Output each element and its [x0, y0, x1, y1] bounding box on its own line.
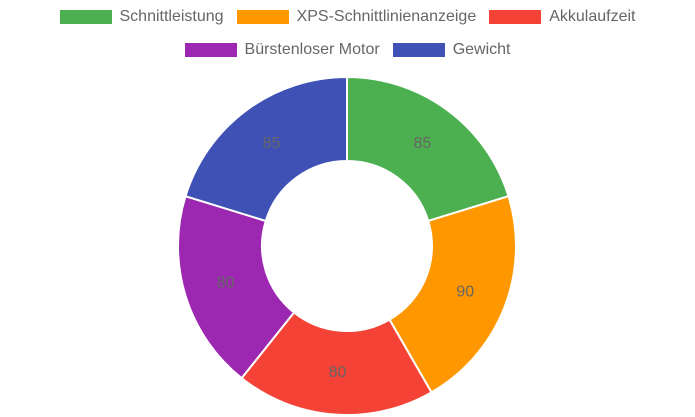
- legend-item-schnittleistung[interactable]: Schnittleistung: [59, 8, 224, 26]
- slice-xps-schnittlinienanzeige[interactable]: [388, 194, 517, 394]
- slice-label-buerstenloser-motor: 80: [217, 275, 235, 292]
- legend-label-akkulaufzeit: Akkulaufzeit: [549, 8, 636, 25]
- legend-item-gewicht[interactable]: Gewicht: [392, 41, 511, 59]
- slice-label-schnittleistung: 85: [414, 135, 432, 152]
- slice-label-akkulaufzeit: 80: [329, 364, 347, 381]
- legend-item-akkulaufzeit[interactable]: Akkulaufzeit: [489, 8, 636, 26]
- legend-swatch-buerstenloser-motor: [184, 43, 237, 57]
- legend-label-schnittleistung: Schnittleistung: [119, 8, 224, 25]
- legend-row-1: Schnittleistung XPS-Schnittlinienanzeige…: [0, 8, 695, 26]
- slice-label-gewicht: 85: [263, 135, 281, 152]
- slice-buerstenloser-motor[interactable]: [177, 194, 296, 380]
- legend-item-buerstenloser-motor[interactable]: Bürstenloser Motor: [184, 41, 380, 59]
- slice-label-xps-schnittlinienanzeige: 90: [456, 284, 474, 301]
- legend-swatch-gewicht: [392, 43, 445, 57]
- slice-schnittleistung[interactable]: [346, 75, 510, 223]
- legend-label-xps-schnittlinienanzeige: XPS-Schnittlinienanzeige: [296, 8, 477, 25]
- slice-gewicht[interactable]: [184, 75, 348, 223]
- chart-legend: Schnittleistung XPS-Schnittlinienanzeige…: [0, 8, 695, 59]
- legend-label-buerstenloser-motor: Bürstenloser Motor: [244, 41, 380, 58]
- slice-akkulaufzeit[interactable]: [240, 311, 433, 416]
- legend-swatch-schnittleistung: [59, 10, 112, 24]
- legend-swatch-akkulaufzeit: [489, 10, 542, 24]
- legend-label-gewicht: Gewicht: [452, 41, 511, 58]
- legend-row-2: Bürstenloser Motor Gewicht: [0, 41, 695, 59]
- legend-item-xps-schnittlinienanzeige[interactable]: XPS-Schnittlinienanzeige: [236, 8, 477, 26]
- legend-swatch-xps-schnittlinienanzeige: [236, 10, 289, 24]
